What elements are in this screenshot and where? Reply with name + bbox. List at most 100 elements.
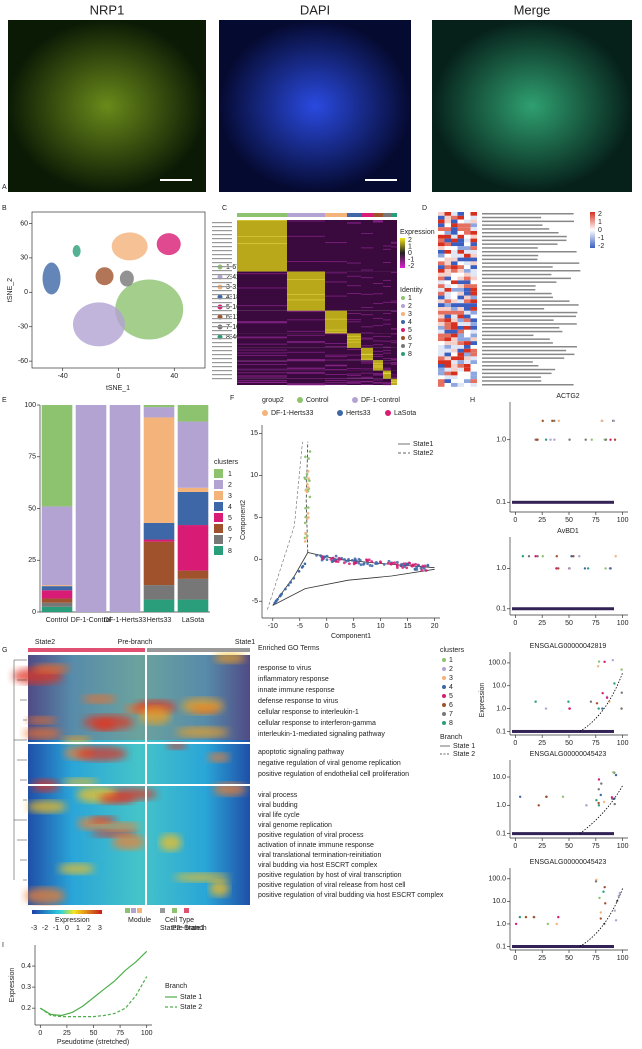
heatmap-cell: [457, 284, 464, 288]
y-tick-label: 100.0: [488, 876, 506, 883]
go-term: viral translational termination-reinitia…: [258, 852, 381, 859]
cell-point: [370, 564, 374, 568]
panel-label: I: [2, 942, 4, 949]
colorbar-label: 1: [76, 925, 80, 932]
go-term: defense response to virus: [258, 698, 339, 705]
cell-point: [307, 457, 310, 460]
heatmap-cell: [444, 295, 451, 300]
cell-point: [600, 419, 603, 423]
heatmap-noise: [325, 374, 347, 375]
term-label: [482, 239, 567, 242]
heatmap-noise: [383, 373, 391, 374]
heatmap-noise: [347, 338, 361, 340]
heatmap-noise: [391, 362, 397, 364]
heatmap-cell: [470, 238, 477, 243]
gene-label: [212, 310, 232, 312]
heatmap-cell: [457, 314, 464, 319]
heatmap-cell: [457, 326, 464, 330]
cell-point: [424, 569, 428, 572]
y-tick-label: 50: [28, 505, 36, 512]
legend-swatch: [442, 703, 446, 707]
heatmap-patch: [82, 694, 117, 704]
heatmap-cell: [438, 379, 445, 383]
heatmap-cell: [391, 220, 397, 272]
go-term: cellular response to interferon-gamma: [258, 720, 376, 727]
heatmap-cell: [451, 337, 458, 342]
legend-title: Branch: [165, 983, 187, 990]
heatmap-noise: [361, 233, 373, 235]
heatmap-noise: [373, 303, 383, 305]
legend-swatch: [401, 336, 405, 340]
colorbar-label: -2: [42, 925, 48, 932]
heatmap-noise: [373, 373, 383, 374]
cell-point: [610, 796, 614, 799]
heatmap-cell: [464, 280, 471, 285]
heatmap-cell: [444, 310, 451, 315]
identity-bar: [373, 213, 383, 217]
go-term: positive regulation of endothelial cell …: [258, 771, 409, 778]
term-label: [482, 365, 539, 367]
cell-point: [303, 521, 307, 525]
heatmap-noise: [237, 337, 287, 339]
heatmap-cell: [444, 231, 451, 235]
heatmap-cell: [464, 246, 471, 250]
term-label: [482, 228, 550, 230]
heatmap-cell: [438, 318, 445, 323]
heatmap-noise: [287, 330, 325, 332]
legend-title: Identity: [400, 287, 423, 294]
heatmap-cell: [438, 284, 445, 288]
heatmap-cell: [451, 310, 458, 315]
gene-label: [212, 338, 232, 340]
cell-point: [613, 802, 616, 806]
cell-point: [584, 438, 587, 441]
go-term: apoptotic signaling pathway: [258, 749, 345, 756]
cell-point: [400, 562, 403, 566]
heatmap-cell: [457, 212, 464, 216]
x-tick-label: 75: [592, 955, 600, 962]
go-term: positive regulation of viral budding via…: [258, 892, 444, 899]
heatmap-noise: [391, 342, 397, 344]
heatmap-cell: [444, 215, 451, 220]
bar-segment: [143, 541, 175, 586]
heatmap-cell: [464, 356, 471, 361]
heatmap-cell: [438, 257, 445, 262]
heatmap-cell: [470, 299, 477, 304]
baseline-points: [512, 729, 614, 733]
heatmap-cell: [373, 378, 383, 385]
x-tick-label: 0: [38, 1030, 42, 1037]
heatmap-cell: [444, 299, 451, 304]
heatmap-cell: [457, 356, 464, 361]
x-axis-label: Component1: [331, 633, 371, 640]
heatmap-cell: [237, 220, 287, 272]
heatmap-cell: [457, 253, 464, 258]
cell-point: [393, 561, 397, 565]
heatmap-cell: [470, 295, 477, 300]
heatmap-cell: [444, 348, 451, 353]
heatmap-noise: [391, 311, 397, 312]
heatmap-cell: [464, 212, 471, 216]
heatmap-noise: [347, 293, 361, 294]
legend-label: State2: [413, 450, 433, 457]
heatmap-cell: [444, 352, 451, 357]
heatmap-cell: [464, 371, 471, 376]
cell-point: [557, 419, 560, 423]
cell-point: [354, 561, 358, 565]
heatmap-cell: [451, 265, 458, 269]
term-label: [482, 323, 577, 325]
bar-segment: [41, 598, 73, 603]
legend-label: 5: [228, 515, 232, 522]
heatmap-cell: [464, 345, 471, 349]
cell-point: [413, 567, 417, 571]
cell-point: [315, 553, 318, 557]
cell-point: [420, 568, 424, 572]
cell-point: [308, 450, 312, 453]
heatmap-noise: [287, 360, 325, 362]
heatmap-cell: [470, 375, 477, 380]
heatmap-cell: [470, 364, 477, 368]
heatmap-cell: [438, 250, 445, 254]
heatmap-cell: [457, 295, 464, 300]
cell-point: [602, 890, 605, 893]
heatmap-noise: [237, 361, 287, 362]
heatmap-noise: [347, 321, 361, 323]
baseline-points: [512, 500, 614, 504]
